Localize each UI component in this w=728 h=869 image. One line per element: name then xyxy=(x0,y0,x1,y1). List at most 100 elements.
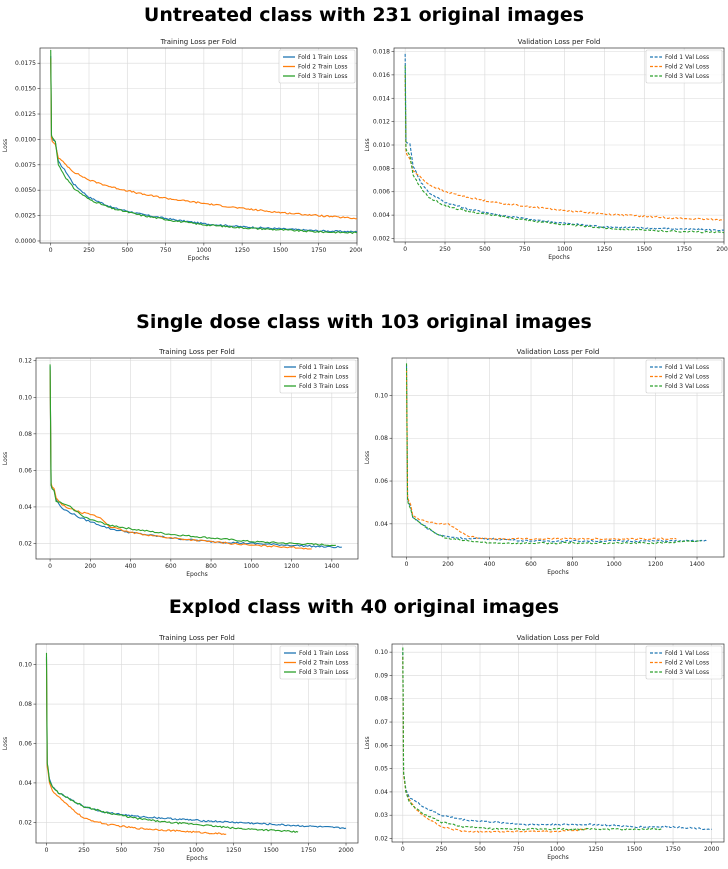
legend-box xyxy=(279,359,357,394)
legend-label: Fold 1 Val Loss xyxy=(665,650,709,657)
series-line-fold-3 xyxy=(404,65,724,234)
y-tick-label: 0.10 xyxy=(375,649,389,656)
x-tick-label: 750 xyxy=(153,847,165,854)
legend-box xyxy=(278,49,356,84)
y-tick-label: 0.02 xyxy=(19,819,33,826)
y-tick-label: 0.016 xyxy=(373,72,390,79)
legend-label: Fold 1 Train Loss xyxy=(299,364,348,371)
x-tick-label: 0 xyxy=(45,847,49,854)
single-dose-training-loss-chart: 0 200 400 600 800 1000 1200 1400 0.02 0.04 0.06 0.0… xyxy=(2,348,359,578)
y-tick-label: 0.0075 xyxy=(15,162,36,169)
y-tick-label: 0.06 xyxy=(375,478,389,485)
x-tick-label: 1750 xyxy=(665,846,680,853)
explod-validation-loss-chart: 0 250 500 750 1000 1250 1500 1750 2000 0.02 0.03 0.… xyxy=(364,634,725,861)
y-tick-label: 0.10 xyxy=(19,394,33,401)
legend-box xyxy=(645,645,723,680)
series-line-fold-3 xyxy=(405,363,702,545)
y-tick-label: 0.06 xyxy=(19,467,33,474)
x-tick-label: 1400 xyxy=(324,563,339,570)
series-line-fold-1 xyxy=(50,56,357,233)
y-tick-label: 0.04 xyxy=(19,504,33,511)
x-tick-label: 1500 xyxy=(273,247,288,254)
chart-title: Validation Loss per Fold xyxy=(518,38,601,46)
y-tick-label: 0.06 xyxy=(19,741,33,748)
x-tick-label: 0 xyxy=(403,246,407,253)
x-tick-label: 1400 xyxy=(689,561,704,568)
y-tick-label: 0.008 xyxy=(373,165,390,172)
section-title-explod: Explod class with 40 original images xyxy=(168,596,560,618)
y-tick-label: 0.012 xyxy=(373,119,390,126)
x-tick-label: 400 xyxy=(125,563,137,570)
x-axis-label: Epochs xyxy=(186,571,208,578)
y-tick-label: 0.002 xyxy=(373,235,390,242)
legend-label: Fold 3 Val Loss xyxy=(665,73,709,80)
legend: Fold 1 Train Loss Fold 2 Train Loss Fold 3… xyxy=(278,49,356,84)
x-tick-label: 800 xyxy=(567,561,579,568)
series-line-fold-2 xyxy=(405,369,677,541)
legend-box xyxy=(645,359,723,394)
x-axis-label: Epochs xyxy=(548,254,570,261)
x-tick-label: 1250 xyxy=(226,847,241,854)
x-tick-label: 1000 xyxy=(244,563,259,570)
legend-label: Fold 1 Val Loss xyxy=(665,54,709,61)
series-line-fold-3 xyxy=(402,647,663,831)
series-line-fold-1 xyxy=(49,366,342,549)
x-tick-label: 1500 xyxy=(637,246,652,253)
legend-label: Fold 3 Train Loss xyxy=(299,383,348,390)
y-tick-label: 0.0125 xyxy=(15,111,36,118)
y-tick-label: 0.08 xyxy=(375,696,389,703)
x-tick-label: 1000 xyxy=(606,561,621,568)
y-tick-label: 0.08 xyxy=(19,431,33,438)
x-tick-label: 2000 xyxy=(716,246,728,253)
x-tick-label: 1000 xyxy=(189,847,204,854)
x-tick-label: 250 xyxy=(83,247,95,254)
y-tick-label: 0.06 xyxy=(375,742,389,749)
series-line-fold-1 xyxy=(404,53,724,232)
chart-title: Training Loss per Fold xyxy=(158,348,235,356)
legend: Fold 1 Train Loss Fold 2 Train Loss Fold 3… xyxy=(279,645,357,680)
x-axis-label: Epochs xyxy=(547,569,569,576)
y-tick-label: 0.018 xyxy=(373,49,390,56)
legend-label: Fold 2 Val Loss xyxy=(665,660,709,667)
y-tick-label: 0.0000 xyxy=(15,238,36,245)
grid xyxy=(40,48,358,243)
y-tick-label: 0.02 xyxy=(19,540,33,547)
y-tick-label: 0.03 xyxy=(375,812,389,819)
legend-label: Fold 2 Train Loss xyxy=(299,660,348,667)
x-tick-label: 1000 xyxy=(196,247,211,254)
x-tick-label: 1000 xyxy=(557,246,572,253)
x-tick-label: 500 xyxy=(122,247,134,254)
legend-label: Fold 3 Val Loss xyxy=(665,669,709,676)
legend-label: Fold 1 Train Loss xyxy=(299,650,348,657)
x-tick-label: 250 xyxy=(436,846,448,853)
series-line-fold-3 xyxy=(50,50,357,235)
x-tick-label: 250 xyxy=(439,246,451,253)
chart-title: Training Loss per Fold xyxy=(158,634,235,642)
x-tick-label: 1500 xyxy=(627,846,642,853)
x-tick-label: 800 xyxy=(205,563,217,570)
x-tick-label: 600 xyxy=(525,561,537,568)
y-tick-label: 0.04 xyxy=(19,780,33,787)
series-line-fold-2 xyxy=(50,58,357,220)
x-tick-label: 200 xyxy=(442,561,454,568)
chart-title: Training Loss per Fold xyxy=(160,38,237,46)
x-tick-label: 2000 xyxy=(704,846,719,853)
x-tick-label: 500 xyxy=(474,846,486,853)
explod-training-loss-chart: 0 250 500 750 1000 1250 1500 1750 2000 0.02 0.04 0.… xyxy=(2,634,359,862)
y-tick-label: 0.07 xyxy=(375,719,389,726)
legend: Fold 1 Val Loss Fold 2 Val Loss Fold 3 Val… xyxy=(645,645,723,680)
x-axis-label: Epochs xyxy=(186,855,208,862)
y-axis-label: Loss xyxy=(2,139,9,152)
y-axis-label: Loss xyxy=(364,736,371,749)
x-tick-label: 1200 xyxy=(648,561,663,568)
x-tick-label: 0 xyxy=(401,846,405,853)
legend: Fold 1 Val Loss Fold 2 Val Loss Fold 3 Val… xyxy=(645,49,723,84)
y-tick-label: 0.02 xyxy=(375,836,389,843)
single-dose-validation-loss-chart: 0 200 400 600 800 1000 1200 1400 0.04 0.06 0.08 0.1… xyxy=(364,348,725,576)
series-line-fold-1 xyxy=(405,365,708,543)
legend-label: Fold 3 Val Loss xyxy=(665,383,709,390)
y-tick-label: 0.014 xyxy=(373,95,390,102)
y-tick-label: 0.10 xyxy=(19,662,33,669)
chart-title: Validation Loss per Fold xyxy=(517,348,600,356)
legend-label: Fold 1 Train Loss xyxy=(298,54,347,61)
